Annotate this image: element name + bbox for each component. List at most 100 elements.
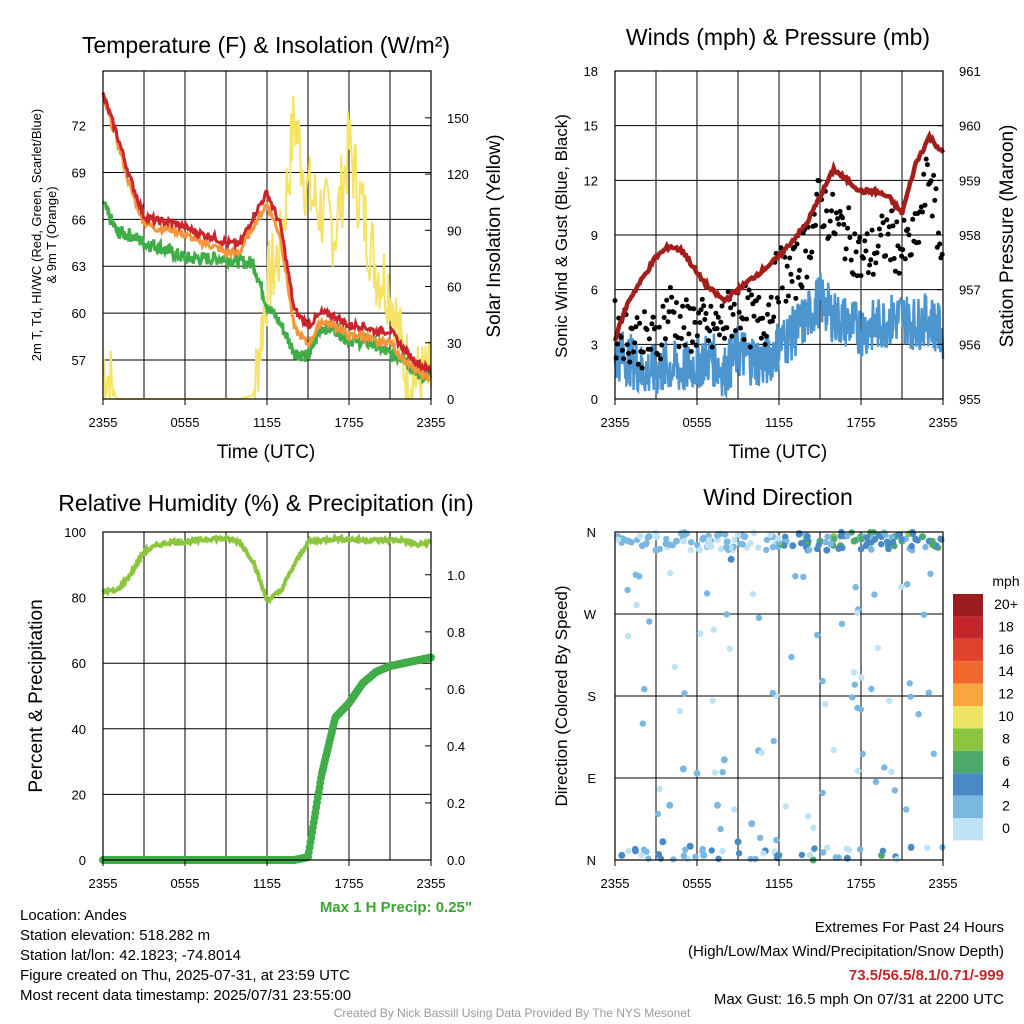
gust-point (868, 257, 874, 263)
gust-point (867, 262, 873, 268)
direction-point (814, 631, 821, 639)
direction-point (749, 590, 757, 598)
direction-point (655, 851, 662, 858)
legend-label: 4 (1002, 775, 1010, 791)
gust-point (701, 303, 707, 309)
gust-point (869, 227, 875, 233)
gust-point (751, 313, 757, 319)
gust-point (884, 217, 890, 223)
direction-point (763, 546, 770, 554)
direction-point (663, 535, 670, 543)
gust-point (758, 335, 764, 341)
gust-point (788, 271, 794, 277)
rh-x-tick-label: 2355 (417, 876, 446, 891)
direction-point (731, 536, 738, 543)
gust-point (840, 215, 845, 221)
gust-point (924, 162, 930, 168)
gust-point (769, 318, 775, 324)
direction-point (924, 844, 931, 851)
gust-point (863, 248, 869, 254)
gust-point (879, 213, 885, 219)
rh-y2-tick-label: 0.8 (447, 625, 465, 640)
gust-point (892, 268, 898, 274)
gust-point (691, 306, 697, 312)
direction-point (632, 845, 639, 853)
gust-point (744, 316, 750, 322)
gust-point (880, 220, 886, 226)
gust-point (656, 324, 662, 330)
direction-point (862, 542, 869, 550)
direction-point (714, 801, 721, 809)
direction-point (625, 847, 632, 855)
gust-point (635, 361, 641, 367)
gust-point (626, 350, 631, 356)
direction-point (624, 586, 631, 594)
extremes-box: Extremes For Past 24 Hours (High/Low/Max… (688, 916, 1004, 1012)
legend-label: 10 (998, 708, 1014, 724)
rh-y-tick-label: 40 (72, 722, 86, 737)
direction-point (798, 540, 805, 547)
wind-y-tick-label: 6 (591, 283, 598, 298)
gust-point (899, 253, 905, 259)
direction-point (868, 539, 875, 546)
gust-point (730, 312, 736, 317)
direction-point (864, 534, 871, 541)
legend-swatch (953, 594, 983, 617)
legend-label: 20+ (994, 596, 1018, 612)
direction-point (893, 856, 901, 863)
legend-swatch (953, 616, 983, 639)
gust-point (891, 256, 897, 261)
wind-y2-tick-label: 960 (959, 119, 981, 134)
gust-point (847, 235, 853, 240)
legend-label: 6 (1002, 753, 1010, 769)
gust-point (678, 336, 684, 341)
direction-point (907, 693, 914, 700)
direction-point (857, 706, 865, 713)
wind-y-tick-label: 3 (591, 337, 598, 352)
dir-chart-title: Wind Direction (703, 484, 853, 510)
direction-point (752, 855, 759, 863)
direction-point (914, 537, 921, 544)
direction-point (727, 555, 735, 563)
gust-point (821, 223, 827, 229)
gust-point (729, 333, 735, 339)
direction-point (755, 614, 763, 621)
temp-x-tick-label: 0555 (171, 415, 200, 430)
direction-point (756, 834, 764, 842)
temp-ylabel-line2: & 9m T (Orange) (44, 186, 59, 283)
direction-point (927, 570, 934, 577)
direction-point (889, 539, 897, 546)
direction-point (903, 806, 910, 813)
wind-y2-tick-label: 958 (959, 228, 981, 243)
direction-point (792, 573, 799, 580)
direction-point (699, 845, 706, 853)
gust-point (632, 340, 638, 346)
direction-point (710, 626, 717, 633)
gust-point (765, 311, 770, 317)
legend-label: 14 (998, 663, 1014, 679)
gust-point (760, 315, 766, 321)
direction-point (719, 847, 726, 855)
wind-x-tick-label: 1155 (765, 415, 793, 430)
dir-ylabel: Direction (Colored By Speed) (552, 585, 571, 806)
extremes-subheading: (High/Low/Max Wind/Precipitation/Snow De… (688, 943, 1004, 960)
wind-xlabel: Time (UTC) (729, 442, 828, 463)
temp-9m-line (101, 94, 433, 383)
wind-ylabel: Sonic Wind & Gust (Blue, Black) (552, 114, 571, 358)
direction-point (822, 701, 829, 708)
gust-point (931, 172, 937, 178)
direction-point (898, 535, 905, 543)
rh-x-tick-label: 2355 (89, 876, 118, 891)
temp-x-tick-label: 1155 (253, 415, 281, 430)
gust-point (666, 309, 672, 315)
temp-y2-tick-label: 120 (447, 167, 469, 182)
pressure-line (612, 130, 946, 342)
direction-point (614, 536, 622, 543)
gust-point (870, 271, 876, 277)
temp-ylabel-line1: 2m T, Td, HI/WC (Red, Green, Scarlet/Blu… (29, 109, 44, 361)
wind-y-tick-label: 15 (584, 119, 598, 134)
legend-swatch (953, 818, 983, 841)
gust-point (756, 294, 762, 300)
rh-y-tick-label: 80 (72, 591, 86, 606)
